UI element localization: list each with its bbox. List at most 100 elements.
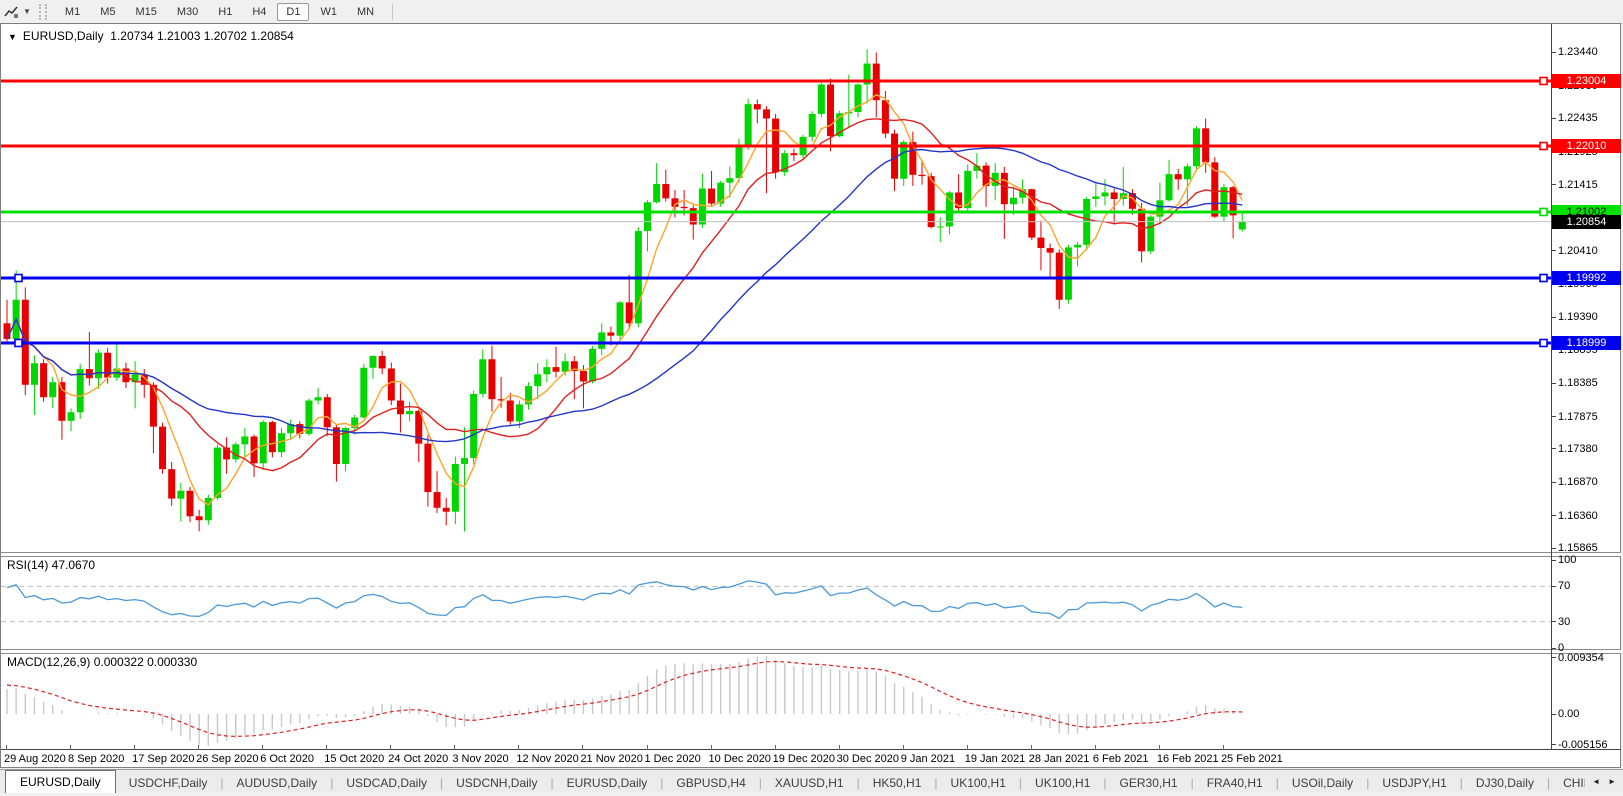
candle-body (936, 226, 944, 228)
tab-fra40-h1[interactable]: FRA40,H1 (1206, 776, 1263, 790)
price-pane[interactable] (1, 24, 1551, 552)
candle-body (442, 507, 450, 512)
candle-body (1064, 247, 1072, 300)
price-axis-tick-label: 1.18385 (1558, 377, 1598, 390)
candle-body (1037, 237, 1045, 249)
candle-body (534, 374, 542, 387)
rsi-label: RSI(14) 47.0670 (7, 558, 96, 572)
candle-body (424, 443, 432, 493)
tab-usoil-daily[interactable]: USOil,Daily (1291, 776, 1354, 790)
candle-body (186, 490, 194, 517)
moving-average-line (6, 118, 1243, 472)
date-axis-line (1, 749, 1621, 750)
line-handle[interactable] (1539, 141, 1548, 151)
timeframe-button-d1[interactable]: D1 (277, 2, 310, 21)
date-axis-label: 19 Jan 2021 (964, 753, 1026, 765)
macd-axis-label: 0.009354 (1558, 651, 1604, 664)
line-handle[interactable] (14, 338, 23, 348)
candle-body (781, 153, 789, 173)
tab-audusd-daily[interactable]: AUDUSD,Daily (236, 776, 318, 790)
price-axis-tick (1552, 382, 1556, 384)
line-handle[interactable] (1539, 273, 1548, 283)
tab-separator: | (856, 776, 860, 790)
timeframe-button-m1[interactable]: M1 (64, 5, 81, 18)
rsi-axis-label: 100 (1558, 554, 1577, 566)
timeframe-button-w1[interactable]: W1 (320, 5, 337, 18)
tab-gbpusd-h4[interactable]: GBPUSD,H4 (676, 776, 746, 790)
price-axis-tick-label: 1.19390 (1558, 311, 1598, 324)
macd-pane[interactable] (1, 653, 1551, 748)
tab-hk50-h1[interactable]: HK50,H1 (872, 776, 922, 790)
pane-separator-rsi[interactable] (1, 552, 1621, 557)
tab-xauusd-h1[interactable]: XAUUSD,H1 (774, 776, 844, 790)
tab-scroll-buttons: ◄ ► (1585, 770, 1623, 792)
candle-body (964, 170, 972, 209)
tab-scroll-left-button[interactable]: ◄ (1592, 776, 1601, 786)
candle-body (323, 397, 331, 428)
tab-separator: | (934, 776, 938, 790)
candle-body (497, 399, 505, 401)
tab-separator: | (1459, 776, 1463, 790)
candle-body (1000, 172, 1008, 205)
tab-uk100-h1[interactable]: UK100,H1 (950, 776, 1006, 790)
candle-body (177, 490, 185, 499)
current-price-label: 1.20854 (1552, 214, 1621, 229)
date-axis-label: 29 Aug 2020 (4, 753, 66, 765)
tab-scroll-right-button[interactable]: ► (1608, 776, 1616, 786)
timeframe-button-h1[interactable]: H1 (218, 5, 233, 18)
tab-usdchf-daily[interactable]: USDCHF,Daily (128, 776, 208, 790)
timeframe-button-m5[interactable]: M5 (100, 5, 116, 18)
candle-body (1101, 192, 1109, 197)
pane-separator-macd[interactable] (1, 649, 1621, 654)
cursor-tool-icon[interactable]: ▼ (4, 5, 31, 19)
date-axis-tick (710, 745, 712, 750)
tab-eurusd-daily[interactable]: EURUSD,Daily (566, 776, 648, 790)
rsi-pane[interactable] (1, 556, 1551, 650)
price-axis-tick (1552, 448, 1556, 450)
candle-body (671, 198, 679, 207)
candle-body (579, 371, 587, 382)
tab-uk100-h1[interactable]: UK100,H1 (1035, 776, 1091, 790)
tab-separator: | (660, 776, 664, 790)
timeframe-button-m30[interactable]: M30 (176, 5, 199, 18)
timeframe-button-mn[interactable]: MN (356, 5, 375, 18)
tab-separator: | (758, 776, 762, 790)
tab-eurusd-daily[interactable]: EURUSD,Daily (5, 770, 116, 793)
price-axis-tick-label: 1.20410 (1558, 244, 1598, 257)
candle-body (662, 183, 670, 199)
toolbar-dropdown-caret-icon[interactable]: ▼ (23, 7, 31, 16)
candle-body (909, 142, 917, 175)
line-handle[interactable] (1539, 207, 1548, 217)
candle-body (900, 142, 908, 179)
line-handle[interactable] (14, 273, 23, 283)
date-axis-label: 24 Oct 2020 (388, 753, 449, 765)
timeframe-button-h4[interactable]: H4 (252, 5, 267, 18)
candle-body (1165, 174, 1173, 201)
price-axis-tick (1552, 250, 1556, 252)
tab-usdcad-daily[interactable]: USDCAD,Daily (346, 776, 427, 790)
timeframe-button-m15[interactable]: M15 (135, 5, 157, 18)
toolbar-grip[interactable] (38, 3, 47, 20)
line-handle[interactable] (1539, 76, 1548, 86)
price-axis-tick-label: 1.16360 (1558, 509, 1598, 522)
candle-body (342, 427, 350, 464)
tab-dj30-daily[interactable]: DJ30,Daily (1475, 776, 1534, 790)
candle-body (1174, 174, 1182, 180)
tab-usdjpy-h1[interactable]: USDJPY,H1 (1382, 776, 1447, 790)
candle-body (991, 172, 999, 186)
date-axis-tick (6, 745, 7, 750)
tab-ger30-h1[interactable]: GER30,H1 (1119, 776, 1178, 790)
price-level-label: 1.22010 (1552, 139, 1621, 153)
price-axis-tick-label: 1.17380 (1558, 442, 1598, 455)
candle-body (1138, 208, 1146, 252)
line-handle[interactable] (1539, 338, 1548, 348)
tab-usdcnh-daily[interactable]: USDCNH,Daily (456, 776, 538, 790)
candle-body (689, 208, 697, 225)
candle-body (76, 369, 84, 413)
candle-body (561, 361, 569, 372)
chart-title-caret-icon[interactable]: ▼ (8, 32, 17, 42)
candle-body (241, 436, 249, 445)
candle-body (1128, 193, 1136, 209)
macd-axis-tick (1552, 744, 1556, 746)
